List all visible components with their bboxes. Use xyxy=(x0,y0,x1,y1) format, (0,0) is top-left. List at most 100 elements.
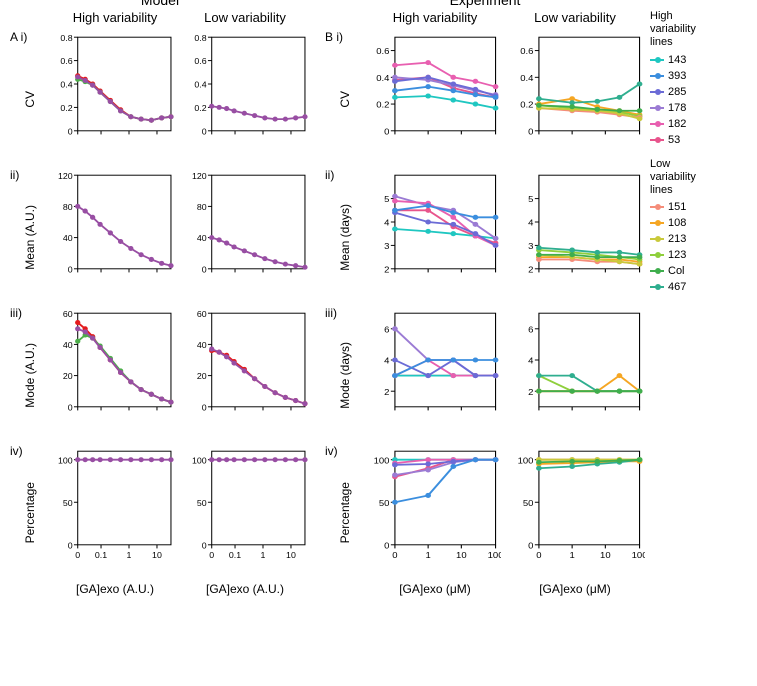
plot-b-mean-high: 2345 xyxy=(365,168,501,288)
svg-text:0.1: 0.1 xyxy=(95,550,107,560)
svg-text:40: 40 xyxy=(63,340,73,350)
svg-text:100: 100 xyxy=(374,456,390,465)
svg-text:40: 40 xyxy=(197,233,207,243)
svg-text:0: 0 xyxy=(202,265,207,275)
svg-text:0: 0 xyxy=(528,541,533,550)
super-title-b: Experiment xyxy=(325,0,645,8)
svg-text:2: 2 xyxy=(528,265,533,274)
legend-swatch-108 xyxy=(650,222,664,224)
svg-text:1: 1 xyxy=(127,550,132,560)
title-a-high: High variability xyxy=(50,10,180,30)
row-b-perc: iv) Percentage 0501000110100 05010001101… xyxy=(325,444,645,582)
ylabel-a-mean: Mean (A.U.) xyxy=(23,205,37,270)
xlabel-a-1: [GA]exo (A.U.) xyxy=(50,582,180,600)
legend-item-143: 143 xyxy=(650,52,750,68)
svg-text:0.6: 0.6 xyxy=(194,56,206,66)
svg-text:60: 60 xyxy=(197,309,207,319)
plot-a-mode-high: 0204060 xyxy=(50,306,176,426)
plot-a-mean-high: 04080120 xyxy=(50,168,176,288)
svg-text:10: 10 xyxy=(600,551,611,560)
svg-text:0.2: 0.2 xyxy=(194,103,206,113)
svg-text:80: 80 xyxy=(197,202,207,212)
legend-high-title: Highvariabilitylines xyxy=(650,10,750,50)
legend-low: Lowvariabilitylines 151108213123Col467 xyxy=(650,158,750,296)
legend-label-467: 467 xyxy=(668,281,686,293)
legend-swatch-Col xyxy=(650,270,664,272)
plot-a-mode-low: 0204060 xyxy=(184,306,310,426)
legend-item-182: 182 xyxy=(650,116,750,132)
svg-text:0.2: 0.2 xyxy=(376,100,389,109)
plot-pair-a-cv: 00.20.40.60.8 00.20.40.60.8 xyxy=(50,30,310,168)
ylabel-box-b-cv: B i) CV xyxy=(325,30,365,168)
ylabel-box-a-mode: iii) Mode (A.U.) xyxy=(10,306,50,444)
legend: Highvariabilitylines 14339328517818253 L… xyxy=(650,10,750,676)
svg-text:0: 0 xyxy=(68,541,73,551)
ylabel-box-b-mode: iii) Mode (days) xyxy=(325,306,365,444)
svg-text:0.8: 0.8 xyxy=(60,33,72,43)
legend-label-123: 123 xyxy=(668,249,686,261)
plot-b-mode-low: 246 xyxy=(509,306,645,426)
plot-pair-b-mode: 246 246 xyxy=(365,306,645,444)
legend-high: Highvariabilitylines 14339328517818253 xyxy=(650,10,750,148)
legend-item-285: 285 xyxy=(650,84,750,100)
row-id-b-1: ii) xyxy=(325,168,334,182)
row-a-cv: A i) CV 00.20.40.60.8 00.20.40.60.8 xyxy=(10,30,310,168)
svg-text:0.6: 0.6 xyxy=(376,47,389,56)
title-b-low: Low variability xyxy=(505,10,645,30)
row-b-cv: B i) CV 00.20.40.6 00.20.40.6 xyxy=(325,30,645,168)
svg-text:0: 0 xyxy=(384,127,389,136)
legend-swatch-285 xyxy=(650,91,664,93)
svg-text:0.4: 0.4 xyxy=(520,73,533,82)
svg-text:100: 100 xyxy=(488,551,501,560)
plot-a-perc-high: 05010000.1110 xyxy=(50,444,176,564)
plot-b-perc-high: 0501000110100 xyxy=(365,444,501,564)
svg-text:2: 2 xyxy=(384,387,389,396)
ylabel-b-cv: CV xyxy=(338,91,352,108)
plot-b-cv-low: 00.20.40.6 xyxy=(509,30,645,150)
svg-text:0.1: 0.1 xyxy=(229,550,241,560)
svg-text:60: 60 xyxy=(63,309,73,319)
svg-text:0.6: 0.6 xyxy=(520,47,533,56)
ylabel-box-b-mean: ii) Mean (days) xyxy=(325,168,365,306)
xlabel-b-1: [GA]exo (μM) xyxy=(365,582,505,600)
svg-text:10: 10 xyxy=(286,550,296,560)
svg-text:50: 50 xyxy=(523,498,534,507)
plot-pair-b-cv: 00.20.40.6 00.20.40.6 xyxy=(365,30,645,168)
row-id-b-3: iv) xyxy=(325,444,338,458)
ylabel-box-a-cv: A i) CV xyxy=(10,30,50,168)
svg-text:0.4: 0.4 xyxy=(194,80,206,90)
xlabels-b: [GA]exo (μM) [GA]exo (μM) xyxy=(325,582,645,600)
plot-pair-a-perc: 05010000.1110 05010000.1110 xyxy=(50,444,310,582)
column-a-model: Model High variability Low variability A… xyxy=(10,10,310,676)
svg-text:3: 3 xyxy=(384,242,389,251)
svg-text:0: 0 xyxy=(528,127,533,136)
plot-b-cv-high: 00.20.40.6 xyxy=(365,30,501,150)
svg-text:40: 40 xyxy=(63,233,73,243)
ylabel-b-perc: Percentage xyxy=(338,482,352,543)
svg-text:0.8: 0.8 xyxy=(194,33,206,43)
plot-a-mean-low: 04080120 xyxy=(184,168,310,288)
svg-text:5: 5 xyxy=(528,195,533,204)
svg-text:40: 40 xyxy=(197,340,207,350)
legend-item-178: 178 xyxy=(650,100,750,116)
xlabel-b-2: [GA]exo (μM) xyxy=(505,582,645,600)
ylabel-a-mode: Mode (A.U.) xyxy=(23,343,37,408)
legend-label-178: 178 xyxy=(668,102,686,114)
legend-swatch-213 xyxy=(650,238,664,240)
svg-text:10: 10 xyxy=(152,550,162,560)
legend-label-213: 213 xyxy=(668,233,686,245)
plot-b-perc-low: 0501000110100 xyxy=(509,444,645,564)
ylabel-b-mean: Mean (days) xyxy=(338,204,352,271)
row-a-mean: ii) Mean (A.U.) 04080120 04080120 xyxy=(10,168,310,306)
svg-text:0.6: 0.6 xyxy=(60,56,72,66)
plot-pair-b-mean: 2345 2345 xyxy=(365,168,645,306)
legend-label-151: 151 xyxy=(668,201,686,213)
svg-text:100: 100 xyxy=(192,456,207,466)
svg-text:50: 50 xyxy=(197,498,207,508)
svg-text:2: 2 xyxy=(528,387,533,396)
svg-text:0: 0 xyxy=(202,403,207,413)
row-id-b-0: B i) xyxy=(325,30,343,44)
svg-text:0: 0 xyxy=(68,127,73,137)
svg-text:5: 5 xyxy=(384,195,389,204)
row-id-a-0: A i) xyxy=(10,30,27,44)
